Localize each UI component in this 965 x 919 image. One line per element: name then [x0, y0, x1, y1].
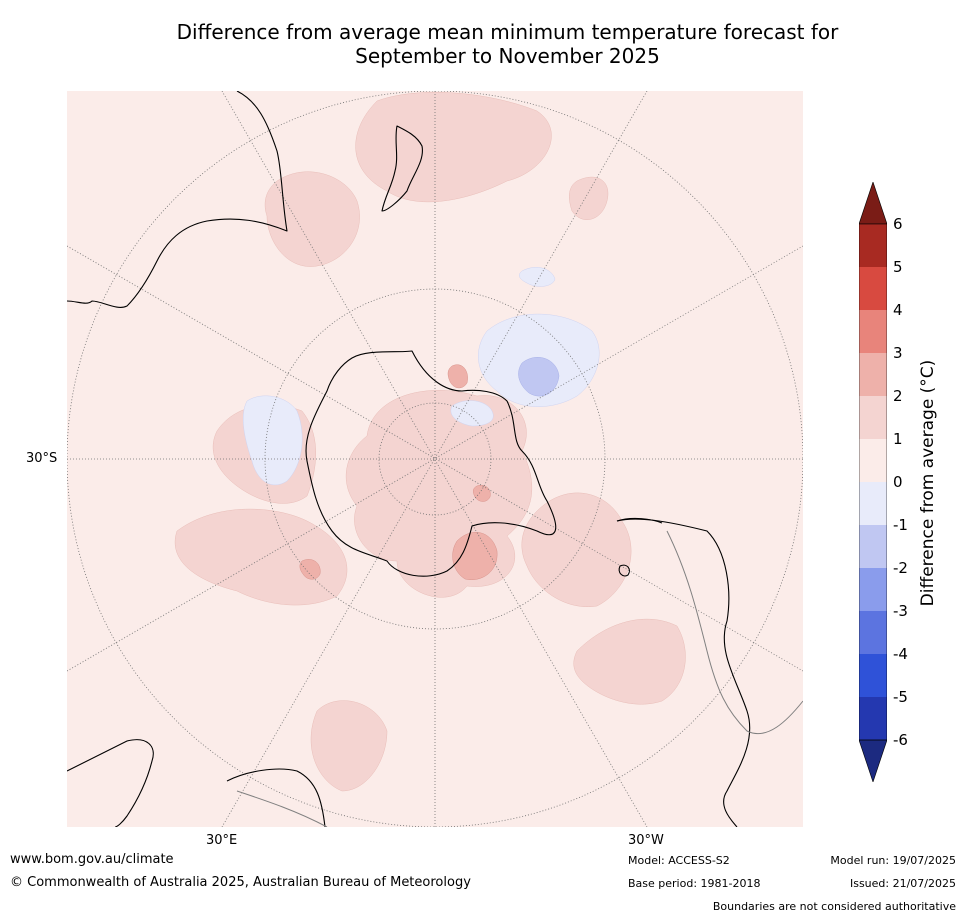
colorbar-label: Difference from average (°C): [918, 359, 938, 607]
colorbar-bin: [859, 525, 887, 568]
colorbar-max-arrow: [859, 182, 887, 225]
lon-label-30w: 30°W: [628, 833, 664, 848]
colorbar-bin: [859, 224, 887, 267]
lon-label-30e: 30°E: [206, 833, 238, 848]
anomaly-region-madagascar-sea: [569, 176, 609, 220]
graticule: [67, 91, 803, 827]
coastline-new-zealand: [381, 125, 423, 212]
meridian-60: [67, 245, 803, 672]
colorbar-tick-label: 4: [893, 301, 903, 319]
anomaly-hotspot-weddell: [452, 532, 498, 581]
anomaly-region-south-america: [521, 492, 632, 608]
colorbar-tick-label: -5: [893, 688, 908, 706]
anomaly-regions-neg2-to-neg1: [518, 357, 560, 397]
cool-region-indian-ocean: [242, 395, 303, 486]
map-canvas: [67, 91, 803, 827]
chart-title: Difference from average mean minimum tem…: [0, 20, 965, 68]
coastlines: [67, 91, 751, 827]
colorbar-tick-label: 6: [893, 215, 903, 233]
map-panel: [67, 91, 803, 827]
colorbar-bin: [859, 396, 887, 439]
anomaly-region-south-indian: [174, 508, 348, 606]
colorbar-bin: [859, 568, 887, 611]
colorbar-tick-label: -4: [893, 645, 908, 663]
model-run-date: Model run: 19/07/2025: [830, 854, 956, 867]
anomaly-region-atlantic: [573, 618, 686, 705]
colorbar-tick-label: 2: [893, 387, 903, 405]
coastline-antarctica: [305, 350, 557, 577]
meridian-150: [221, 91, 648, 827]
colorbar-bin: [859, 439, 887, 482]
coastline-falklands: [618, 564, 630, 577]
cool-region-bellingshausen: [450, 400, 494, 427]
colorbar-bin: [859, 697, 887, 740]
copyright: © Commonwealth of Australia 2025, Austra…: [10, 875, 471, 890]
colorbar-tick-label: -1: [893, 516, 908, 534]
colorbar-tick-label: -2: [893, 559, 908, 577]
title-line-2: September to November 2025: [355, 44, 660, 68]
colorbar-tick-label: 5: [893, 258, 903, 276]
coastline-south-america: [616, 518, 751, 827]
colorbar-tick-label: -3: [893, 602, 908, 620]
website-url: www.bom.gov.au/climate: [10, 852, 174, 867]
colorbar-bin: [859, 353, 887, 396]
issued-date: Issued: 21/07/2025: [849, 877, 956, 890]
political-boundaries: [236, 530, 803, 827]
lat-label-30s: 30°S: [26, 451, 58, 466]
anomaly-hotspot-south-indian: [299, 559, 321, 580]
colorbar-outline: [859, 223, 887, 741]
meridian-120: [67, 245, 803, 672]
anomaly-regions-2-to-3: [299, 364, 498, 581]
colorbar-bin: [859, 267, 887, 310]
coastline-africa-east: [226, 768, 326, 827]
coastline-tierra-del-fuego: [616, 517, 663, 524]
anomaly-hotspot-drake: [473, 485, 491, 502]
colorbar-tick-label: 0: [893, 473, 903, 491]
anomaly-region-pacific-north: [355, 92, 552, 203]
colorbar: [859, 182, 887, 782]
anomaly-region-nz: [264, 171, 360, 267]
title-line-1: Difference from average mean minimum tem…: [176, 20, 839, 44]
anomaly-region-south-pacific: [310, 700, 388, 792]
colorbar-min-arrow: [859, 739, 887, 782]
coastline-africa: [67, 739, 154, 827]
colorbar-tick-label: 1: [893, 430, 903, 448]
meridian-30: [221, 91, 648, 827]
colorbar-bin: [859, 482, 887, 525]
colorbar-tick-label: -6: [893, 731, 908, 749]
boundaries-disclaimer: Boundaries are not considered authoritat…: [712, 900, 956, 913]
colorbar-bin: [859, 654, 887, 697]
cold-hotspot-south-pacific: [518, 357, 560, 397]
colorbar-bin: [859, 310, 887, 353]
boundary-chile-argentina: [666, 530, 803, 735]
base-period: Base period: 1981-2018: [628, 877, 761, 890]
model-name: Model: ACCESS-S2: [628, 854, 730, 867]
cool-region-east-pacific: [519, 267, 556, 287]
anomaly-hotspot-ross: [447, 364, 468, 389]
colorbar-bin: [859, 611, 887, 654]
boundary-southern-africa: [236, 790, 328, 827]
coastline-australia: [67, 91, 288, 308]
colorbar-tick-label: 3: [893, 344, 903, 362]
